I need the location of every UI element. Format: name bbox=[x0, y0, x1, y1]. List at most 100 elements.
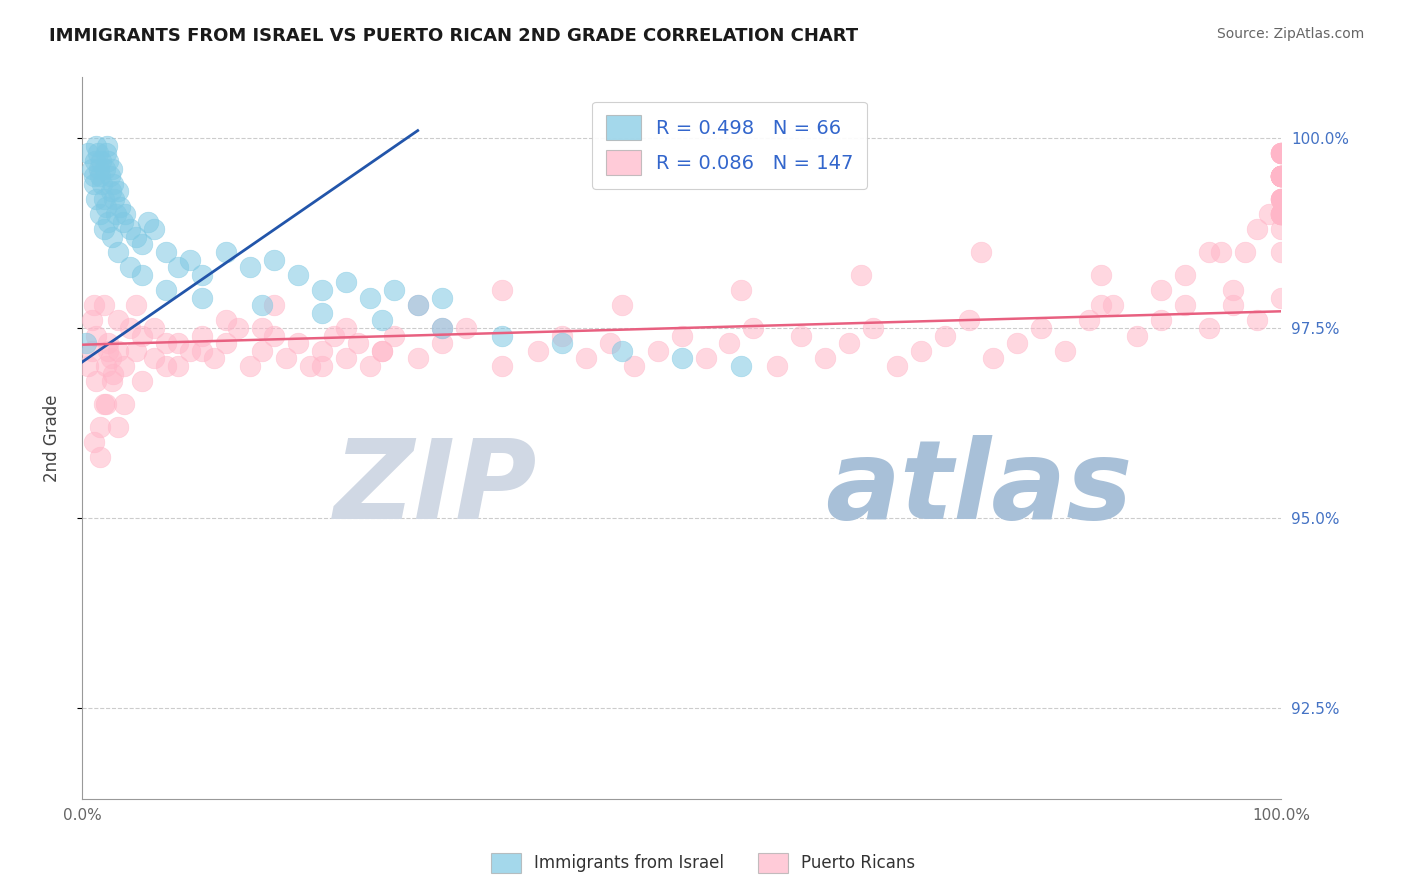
Point bbox=[202, 351, 225, 366]
Point bbox=[103, 192, 125, 206]
Point bbox=[335, 321, 357, 335]
Point bbox=[114, 207, 136, 221]
Point bbox=[83, 177, 105, 191]
Point bbox=[335, 276, 357, 290]
Point bbox=[1198, 321, 1220, 335]
Point bbox=[1090, 268, 1112, 282]
Point bbox=[125, 298, 148, 312]
Point bbox=[90, 153, 112, 168]
Point bbox=[83, 298, 105, 312]
Point bbox=[1258, 207, 1281, 221]
Point bbox=[623, 359, 645, 373]
Point bbox=[322, 328, 344, 343]
Point bbox=[526, 343, 548, 358]
Point bbox=[110, 200, 132, 214]
Point bbox=[226, 321, 249, 335]
Point bbox=[215, 245, 238, 260]
Point bbox=[491, 283, 513, 297]
Point bbox=[93, 397, 115, 411]
Point bbox=[98, 169, 121, 183]
Point bbox=[118, 321, 141, 335]
Point bbox=[730, 283, 752, 297]
Point bbox=[1270, 169, 1292, 183]
Point bbox=[131, 328, 153, 343]
Point bbox=[1270, 207, 1292, 221]
Point bbox=[112, 359, 135, 373]
Point bbox=[155, 245, 177, 260]
Point bbox=[934, 328, 956, 343]
Point bbox=[97, 215, 120, 229]
Point bbox=[100, 351, 122, 366]
Point bbox=[1270, 222, 1292, 236]
Point bbox=[1270, 169, 1292, 183]
Text: ZIP: ZIP bbox=[335, 435, 537, 542]
Point bbox=[1150, 313, 1173, 327]
Point bbox=[89, 419, 111, 434]
Point bbox=[1174, 298, 1197, 312]
Point bbox=[1031, 321, 1053, 335]
Point bbox=[647, 343, 669, 358]
Point bbox=[491, 359, 513, 373]
Point bbox=[239, 260, 262, 275]
Point bbox=[730, 359, 752, 373]
Point bbox=[131, 237, 153, 252]
Point bbox=[382, 283, 405, 297]
Y-axis label: 2nd Grade: 2nd Grade bbox=[44, 394, 60, 482]
Point bbox=[1270, 192, 1292, 206]
Point bbox=[89, 169, 111, 183]
Point bbox=[1102, 298, 1125, 312]
Point bbox=[167, 260, 190, 275]
Point bbox=[1270, 207, 1292, 221]
Point bbox=[910, 343, 932, 358]
Point bbox=[1126, 328, 1149, 343]
Point bbox=[406, 298, 429, 312]
Point bbox=[142, 222, 165, 236]
Point bbox=[142, 351, 165, 366]
Point bbox=[1054, 343, 1077, 358]
Point bbox=[167, 359, 190, 373]
Point bbox=[311, 359, 333, 373]
Point bbox=[1270, 169, 1292, 183]
Point bbox=[94, 397, 117, 411]
Point bbox=[101, 177, 124, 191]
Point bbox=[250, 298, 273, 312]
Point bbox=[239, 359, 262, 373]
Point bbox=[86, 192, 108, 206]
Point bbox=[107, 419, 129, 434]
Point bbox=[87, 161, 110, 176]
Point bbox=[97, 336, 120, 351]
Point bbox=[107, 245, 129, 260]
Point bbox=[94, 146, 117, 161]
Point bbox=[695, 351, 717, 366]
Point bbox=[131, 268, 153, 282]
Point bbox=[179, 252, 201, 267]
Point bbox=[1270, 146, 1292, 161]
Point bbox=[430, 321, 453, 335]
Point bbox=[610, 298, 633, 312]
Point bbox=[1270, 207, 1292, 221]
Point bbox=[981, 351, 1004, 366]
Point bbox=[1270, 207, 1292, 221]
Point bbox=[335, 351, 357, 366]
Point bbox=[118, 260, 141, 275]
Point bbox=[359, 359, 381, 373]
Point bbox=[1270, 169, 1292, 183]
Point bbox=[346, 336, 368, 351]
Point bbox=[1270, 169, 1292, 183]
Legend: Immigrants from Israel, Puerto Ricans: Immigrants from Israel, Puerto Ricans bbox=[484, 847, 922, 880]
Point bbox=[75, 336, 97, 351]
Point bbox=[215, 336, 238, 351]
Point bbox=[118, 222, 141, 236]
Point bbox=[311, 283, 333, 297]
Point bbox=[94, 359, 117, 373]
Point bbox=[100, 184, 122, 198]
Point bbox=[1150, 283, 1173, 297]
Point bbox=[287, 336, 309, 351]
Point bbox=[136, 215, 159, 229]
Point bbox=[311, 343, 333, 358]
Point bbox=[84, 153, 107, 168]
Point bbox=[1007, 336, 1029, 351]
Point bbox=[1270, 169, 1292, 183]
Point bbox=[93, 192, 115, 206]
Point bbox=[1270, 169, 1292, 183]
